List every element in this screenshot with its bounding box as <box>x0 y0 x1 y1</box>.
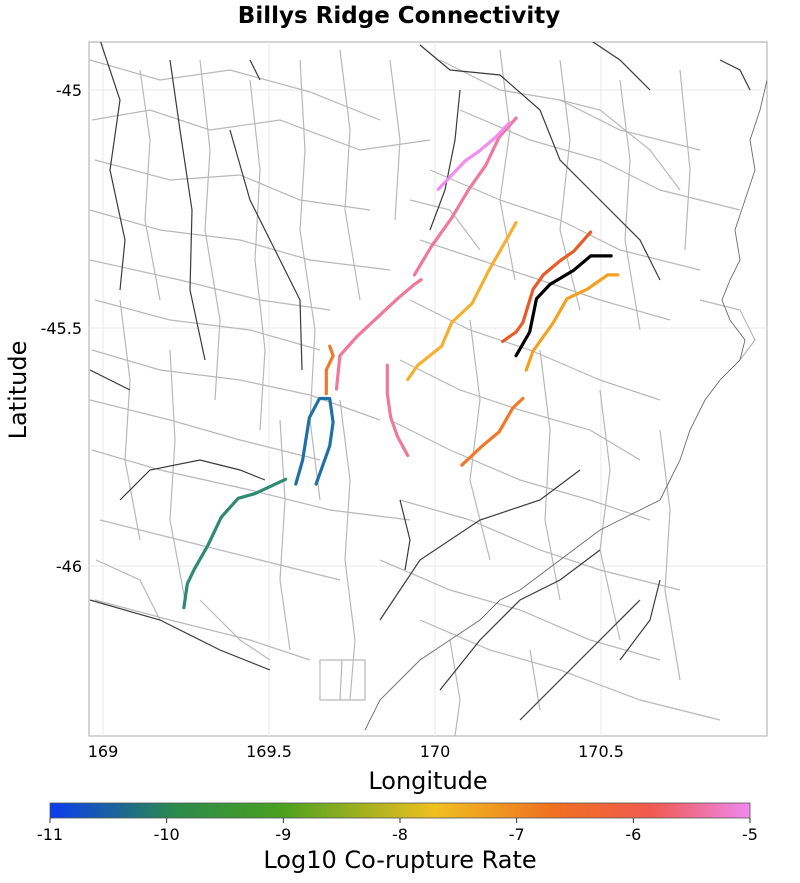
y-tick-label: -45.5 <box>41 319 82 338</box>
x-axis-label: Longitude <box>368 767 487 795</box>
chart-title: Billys Ridge Connectivity <box>238 3 560 29</box>
rupture-line <box>182 477 288 610</box>
major-faults <box>89 42 751 721</box>
y-tick-label: -46 <box>56 557 82 576</box>
rupture-segments <box>182 116 620 610</box>
colorbar: -11 -10 -9 -8 -7 -6 -5 Log10 Co-rupture Rate <box>37 802 758 874</box>
rupture-line <box>294 396 335 486</box>
colorbar-tick-label: -7 <box>509 825 525 844</box>
x-axis: 169 169.5 170 170.5 Longitude <box>88 742 624 795</box>
colorbar-tick-label: -5 <box>742 825 758 844</box>
rupture-line <box>460 396 525 467</box>
colorbar-tick-label: -11 <box>37 825 63 844</box>
rupture-line <box>412 116 518 277</box>
colorbar-tick-label: -8 <box>392 825 408 844</box>
coastline <box>364 79 767 731</box>
plot-area <box>88 41 768 737</box>
colorbar-tick-label: -9 <box>275 825 291 844</box>
y-tick-label: -45 <box>56 81 82 100</box>
rupture-line <box>524 273 620 372</box>
colorbar-tick-label: -6 <box>625 825 641 844</box>
plot-frame <box>88 41 768 737</box>
rupture-line <box>334 278 423 391</box>
rupture-line <box>324 344 335 396</box>
target-fault-line <box>514 254 613 358</box>
rupture-line <box>406 221 518 382</box>
rupture-line <box>385 363 410 458</box>
colorbar-ticks: -11 -10 -9 -8 -7 -6 -5 <box>37 818 758 844</box>
y-axis-label: Latitude <box>4 341 32 440</box>
y-axis: -45 -45.5 -46 Latitude <box>4 81 82 576</box>
colorbar-label: Log10 Co-rupture Rate <box>263 846 536 874</box>
rupture-line <box>501 230 593 344</box>
gridlines <box>89 42 767 736</box>
colorbar-tick-label: -10 <box>154 825 180 844</box>
x-tick-label: 169.5 <box>246 742 292 761</box>
colorbar-gradient <box>49 802 751 819</box>
rupture-line <box>436 121 511 191</box>
x-tick-label: 170.5 <box>578 742 624 761</box>
x-tick-label: 169 <box>88 742 119 761</box>
x-tick-label: 170 <box>420 742 451 761</box>
